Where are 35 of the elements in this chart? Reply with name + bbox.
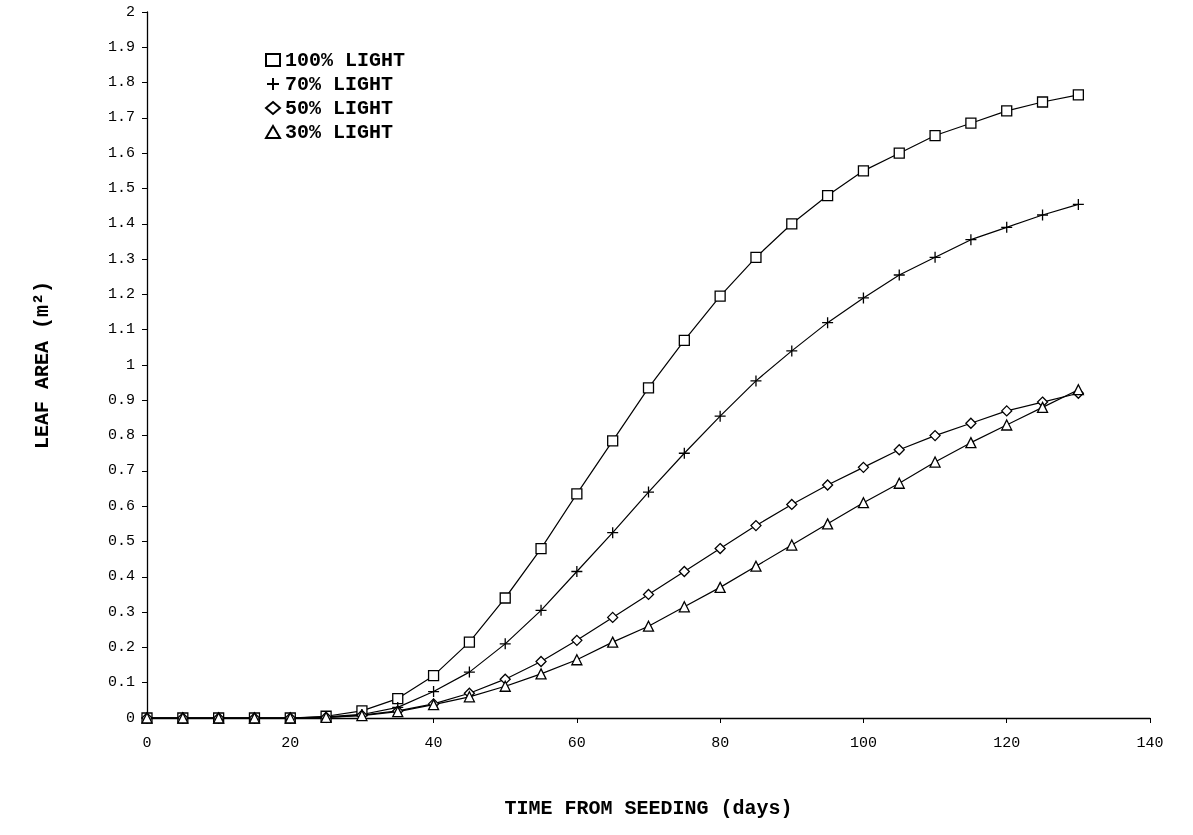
y-axis-title: LEAF AREA (m²) xyxy=(30,280,54,450)
y-tick-label: 1.5 xyxy=(107,180,135,197)
y-tick-label: 0.6 xyxy=(107,497,135,515)
y-tick-label: 0.7 xyxy=(107,462,135,480)
y-tick-label: 1.9 xyxy=(107,38,135,56)
y-tick-label: 0.1 xyxy=(107,674,135,692)
y-tick-label: 1.2 xyxy=(107,285,135,303)
y-tick-label: 0.4 xyxy=(107,568,135,586)
y-tick-label: 0.5 xyxy=(107,533,135,550)
x-tick-label: 60 xyxy=(567,735,586,752)
x-tick-label: 0 xyxy=(142,735,152,752)
y-tick-label: 1.4 xyxy=(107,215,135,233)
y-tick-label: 0.9 xyxy=(107,391,135,409)
y-tick-label: 0.3 xyxy=(107,603,135,621)
y-tick-label: 1.7 xyxy=(107,109,135,127)
y-tick-label: 1.1 xyxy=(107,321,135,339)
x-tick-label: 80 xyxy=(711,735,730,752)
y-tick-label: 1.3 xyxy=(107,250,135,268)
x-tick-label: 40 xyxy=(424,735,443,752)
y-tick-label: 1.8 xyxy=(107,74,135,92)
x-axis-title: TIME FROM SEEDING (days) xyxy=(504,796,793,820)
x-tick-label: 120 xyxy=(993,735,1021,752)
y-tick-label: 0.2 xyxy=(107,638,135,656)
legend-label: 30% LIGHT xyxy=(285,120,394,144)
x-tick-label: 20 xyxy=(281,735,300,752)
y-tick-label: 0.8 xyxy=(107,427,135,445)
x-tick-label: 100 xyxy=(849,735,877,752)
x-tick-label: 140 xyxy=(1136,735,1164,752)
legend-label: 100% LIGHT xyxy=(285,48,406,72)
y-tick-label: 2 xyxy=(125,3,135,21)
y-tick-label: 1.6 xyxy=(107,144,135,162)
y-tick-label: 1 xyxy=(125,356,135,374)
y-tick-label: 0 xyxy=(125,709,135,727)
legend-label: 50% LIGHT xyxy=(285,96,394,120)
legend-label: 70% LIGHT xyxy=(285,72,394,96)
